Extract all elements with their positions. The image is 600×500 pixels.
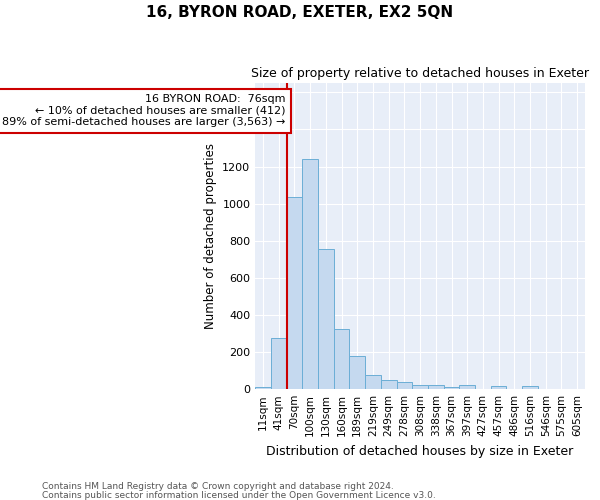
- Bar: [349, 356, 365, 389]
- Text: Contains HM Land Registry data © Crown copyright and database right 2024.: Contains HM Land Registry data © Crown c…: [42, 482, 394, 491]
- Bar: [365, 376, 381, 389]
- Bar: [460, 386, 475, 389]
- Bar: [318, 249, 334, 389]
- Bar: [334, 329, 349, 389]
- Bar: [302, 159, 318, 389]
- Bar: [522, 386, 538, 389]
- Bar: [271, 338, 287, 389]
- Bar: [428, 386, 443, 389]
- Text: 16 BYRON ROAD:  76sqm
← 10% of detached houses are smaller (412)
89% of semi-det: 16 BYRON ROAD: 76sqm ← 10% of detached h…: [2, 94, 286, 128]
- Y-axis label: Number of detached properties: Number of detached properties: [203, 143, 217, 329]
- Bar: [443, 388, 460, 389]
- Title: Size of property relative to detached houses in Exeter: Size of property relative to detached ho…: [251, 68, 589, 80]
- Text: Contains public sector information licensed under the Open Government Licence v3: Contains public sector information licen…: [42, 490, 436, 500]
- X-axis label: Distribution of detached houses by size in Exeter: Distribution of detached houses by size …: [266, 444, 574, 458]
- Bar: [255, 388, 271, 389]
- Bar: [287, 197, 302, 389]
- Bar: [381, 380, 397, 389]
- Bar: [412, 386, 428, 389]
- Text: 16, BYRON ROAD, EXETER, EX2 5QN: 16, BYRON ROAD, EXETER, EX2 5QN: [146, 5, 454, 20]
- Bar: [397, 382, 412, 389]
- Bar: [491, 386, 506, 389]
